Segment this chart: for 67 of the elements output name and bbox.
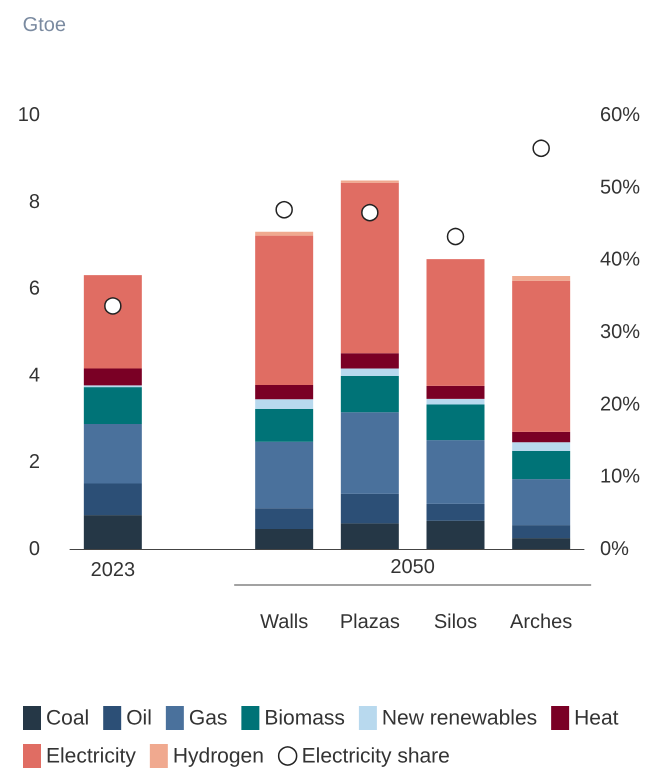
bar: [340, 353, 399, 368]
bar: [255, 399, 314, 409]
bar: [84, 368, 142, 386]
y2-tick-label: 0%: [600, 538, 630, 560]
y-tick-label: 2: [28, 451, 40, 474]
bar: [512, 479, 570, 526]
legend-label: Electricity: [46, 744, 136, 768]
bar: [255, 384, 314, 400]
y2-tick-label: 40%: [600, 248, 640, 271]
bar: [255, 408, 314, 442]
x-tick-label: Walls: [260, 611, 308, 633]
bar: [426, 440, 484, 504]
bar: [426, 398, 484, 404]
legend-label: Oil: [126, 706, 152, 730]
bar: [512, 432, 570, 442]
bar: [340, 182, 399, 354]
bar: [255, 236, 314, 385]
bar: [512, 538, 570, 549]
legend-label: Gas: [188, 706, 228, 730]
y-tick-label: 4: [28, 364, 40, 386]
y2-tick-label: 20%: [600, 393, 640, 416]
x-tick-label: Silos: [434, 611, 478, 633]
bar: [340, 412, 399, 494]
bar: [426, 404, 484, 440]
bar: [426, 386, 484, 399]
legend-label: Coal: [46, 706, 90, 730]
bar: [512, 276, 570, 281]
point: [361, 204, 379, 222]
bar: [84, 515, 142, 549]
bar: [512, 450, 570, 480]
bar: [255, 508, 314, 530]
text: 2050: [390, 556, 435, 578]
bar: [255, 529, 314, 549]
bar: [340, 368, 399, 376]
bar: [255, 442, 314, 508]
x-tick-label: Plazas: [340, 611, 400, 633]
y2-tick-label: 10%: [600, 466, 640, 488]
y2-tick-label: 50%: [600, 176, 640, 198]
bar: [512, 442, 570, 451]
bar: [340, 494, 399, 524]
bar: [426, 259, 484, 386]
legend-label: Biomass: [264, 706, 345, 730]
legend-label: Electricity share: [302, 744, 450, 768]
bar: [84, 424, 142, 484]
y-tick-label: 10: [18, 104, 40, 126]
y-tick-label: 8: [28, 190, 40, 213]
y-axis-title: Gtoe: [22, 14, 66, 36]
y2-tick-label: 60%: [600, 104, 640, 126]
bar: [340, 523, 399, 549]
bar: [84, 387, 142, 424]
x-tick-label: 2023: [90, 559, 136, 581]
legend-label: New renewables: [382, 706, 538, 730]
bar: [340, 376, 399, 412]
bar: [84, 275, 142, 368]
point: [104, 297, 122, 315]
y-tick-label: 0: [28, 538, 40, 560]
legend-label: Hydrogen: [172, 744, 264, 768]
bar: [426, 520, 484, 549]
y-tick-label: 6: [28, 278, 40, 300]
y2-tick-label: 30%: [600, 321, 640, 343]
bar: [512, 525, 570, 538]
x-tick-label: Arches: [510, 611, 572, 633]
bar: [426, 504, 484, 521]
legend-label: Heat: [574, 706, 619, 730]
bar: [512, 280, 570, 432]
bar: [255, 232, 314, 236]
bar: [84, 483, 142, 516]
